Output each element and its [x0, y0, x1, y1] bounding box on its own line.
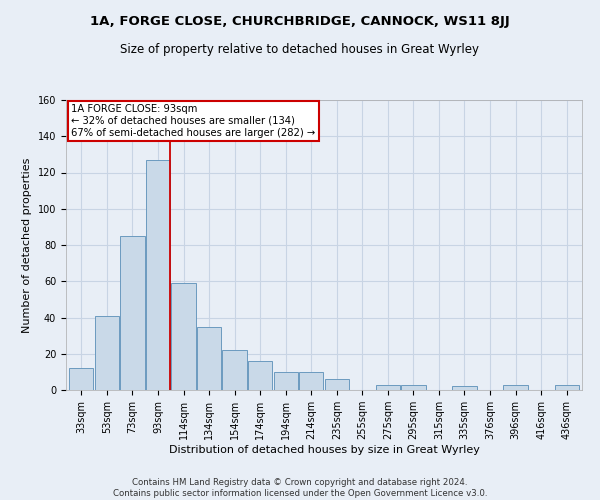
- Bar: [95, 316, 119, 390]
- Text: 1A, FORGE CLOSE, CHURCHBRIDGE, CANNOCK, WS11 8JJ: 1A, FORGE CLOSE, CHURCHBRIDGE, CANNOCK, …: [90, 15, 510, 28]
- Bar: [69, 368, 94, 390]
- Bar: [223, 350, 247, 390]
- Bar: [325, 379, 349, 390]
- Bar: [120, 236, 145, 390]
- Text: 1A FORGE CLOSE: 93sqm
← 32% of detached houses are smaller (134)
67% of semi-det: 1A FORGE CLOSE: 93sqm ← 32% of detached …: [71, 104, 316, 138]
- Text: Size of property relative to detached houses in Great Wyrley: Size of property relative to detached ho…: [121, 42, 479, 56]
- Bar: [299, 372, 323, 390]
- Bar: [248, 361, 272, 390]
- Bar: [503, 384, 528, 390]
- Bar: [554, 384, 579, 390]
- Bar: [376, 384, 400, 390]
- Y-axis label: Number of detached properties: Number of detached properties: [22, 158, 32, 332]
- Bar: [197, 326, 221, 390]
- Bar: [146, 160, 170, 390]
- X-axis label: Distribution of detached houses by size in Great Wyrley: Distribution of detached houses by size …: [169, 445, 479, 455]
- Bar: [452, 386, 476, 390]
- Bar: [172, 283, 196, 390]
- Bar: [274, 372, 298, 390]
- Bar: [401, 384, 425, 390]
- Text: Contains HM Land Registry data © Crown copyright and database right 2024.
Contai: Contains HM Land Registry data © Crown c…: [113, 478, 487, 498]
